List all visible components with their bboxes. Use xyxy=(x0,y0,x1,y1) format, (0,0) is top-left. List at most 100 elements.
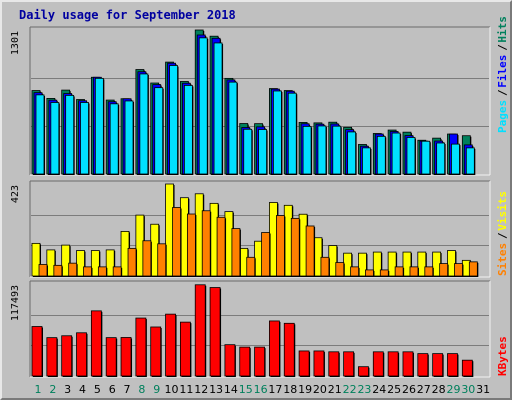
bar-kbytes xyxy=(432,353,444,377)
bar-sites xyxy=(365,269,374,277)
bar-kbytes xyxy=(417,353,429,377)
bar-sites xyxy=(335,262,345,277)
bar-sites xyxy=(379,269,389,277)
bar-sites xyxy=(83,266,92,277)
x-tick-label: 18 xyxy=(283,383,297,396)
bar-kbytes xyxy=(224,344,236,377)
bar-sites xyxy=(112,266,122,277)
bar-pages xyxy=(65,95,75,175)
bar-visits xyxy=(417,251,427,277)
legend-separator: / xyxy=(496,232,509,239)
bar-visits xyxy=(358,252,367,277)
legend-hits: Hits xyxy=(496,16,509,43)
bar-sites xyxy=(261,232,270,277)
bar-kbytes xyxy=(209,287,221,377)
bar-sites xyxy=(231,228,241,277)
x-tick-label: 20 xyxy=(313,383,327,396)
x-tick-label: 22 xyxy=(343,383,357,396)
legend-sites: Sites xyxy=(496,243,509,276)
x-tick-label: 6 xyxy=(109,383,116,396)
bar-kbytes xyxy=(76,332,87,377)
bar-sites xyxy=(276,215,285,277)
bar-sites xyxy=(454,263,463,277)
bar-sites xyxy=(127,247,137,277)
x-tick-label: 23 xyxy=(357,383,371,396)
legend-kbytes: KBytes xyxy=(496,336,509,376)
bar-visits xyxy=(387,251,397,277)
x-tick-label: 12 xyxy=(194,383,208,396)
x-tick-label: 27 xyxy=(417,383,431,396)
bar-kbytes xyxy=(387,351,399,377)
bar-sites xyxy=(468,261,478,277)
y-max-label: 1301 xyxy=(10,31,21,55)
y-max-label: 423 xyxy=(10,185,21,203)
legend-files: Files xyxy=(496,55,509,88)
bar-pages xyxy=(228,81,238,175)
bar-kbytes xyxy=(194,284,206,377)
x-tick-label: 3 xyxy=(64,383,71,396)
legend-visits: Visits xyxy=(496,191,509,231)
x-tick-label: 21 xyxy=(328,383,342,396)
bar-pages xyxy=(391,132,401,175)
bar-pages xyxy=(273,90,282,175)
x-tick-label: 17 xyxy=(268,383,282,396)
bar-sites xyxy=(172,207,181,277)
x-tick-label: 14 xyxy=(224,383,238,396)
bar-kbytes xyxy=(61,335,73,377)
bar-pages xyxy=(465,147,475,175)
bar-sites xyxy=(216,216,226,277)
x-tick-label: 31 xyxy=(476,383,490,396)
bar-visits xyxy=(90,250,100,277)
legend-separator: / xyxy=(496,44,509,51)
bar-sites xyxy=(38,264,48,277)
bar-sites xyxy=(97,266,107,277)
bar-sites xyxy=(246,256,256,277)
bar-pages xyxy=(376,135,386,175)
bar-visits xyxy=(46,249,56,277)
x-tick-label: 13 xyxy=(209,383,223,396)
bar-pages xyxy=(213,42,223,175)
x-tick-label: 10 xyxy=(165,383,179,396)
bar-kbytes xyxy=(150,326,162,377)
x-tick-label: 15 xyxy=(239,383,253,396)
bar-visits xyxy=(372,251,382,277)
bar-kbytes xyxy=(313,350,325,377)
bar-kbytes xyxy=(358,366,369,377)
bar-sites xyxy=(142,240,152,277)
x-tick-label: 28 xyxy=(432,383,446,396)
x-tick-label: 2 xyxy=(49,383,56,396)
bar-sites xyxy=(201,210,211,277)
bar-pages xyxy=(258,129,267,175)
bar-pages xyxy=(154,87,164,175)
bar-sites xyxy=(409,266,419,277)
x-tick-label: 19 xyxy=(298,383,312,396)
bar-pages xyxy=(50,102,60,175)
bar-visits xyxy=(61,244,71,277)
bar-kbytes xyxy=(254,346,265,377)
bar-pages xyxy=(124,100,134,175)
bar-kbytes xyxy=(447,353,458,377)
x-tick-label: 4 xyxy=(79,383,86,396)
bar-pages xyxy=(332,125,342,175)
bar-pages xyxy=(302,126,312,175)
x-tick-label: 24 xyxy=(372,383,386,396)
bar-pages xyxy=(421,140,431,175)
bar-pages xyxy=(436,142,446,175)
bar-pages xyxy=(109,103,119,175)
legend-separator: / xyxy=(496,89,509,96)
bar-pages xyxy=(451,143,460,175)
bar-pages xyxy=(183,85,193,175)
legend-pages: Pages xyxy=(496,100,509,133)
bar-pages xyxy=(35,94,45,175)
bar-pages xyxy=(406,137,416,175)
chart-title: Daily usage for September 2018 xyxy=(19,8,236,22)
bar-kbytes xyxy=(269,320,280,377)
bar-pages xyxy=(80,102,89,175)
bar-kbytes xyxy=(328,351,340,377)
bar-kbytes xyxy=(402,351,414,377)
x-tick-label: 11 xyxy=(179,383,193,396)
bar-kbytes xyxy=(31,326,43,377)
bar-visits xyxy=(31,242,41,277)
x-tick-label: 16 xyxy=(254,383,268,396)
x-tick-label: 9 xyxy=(153,383,160,396)
